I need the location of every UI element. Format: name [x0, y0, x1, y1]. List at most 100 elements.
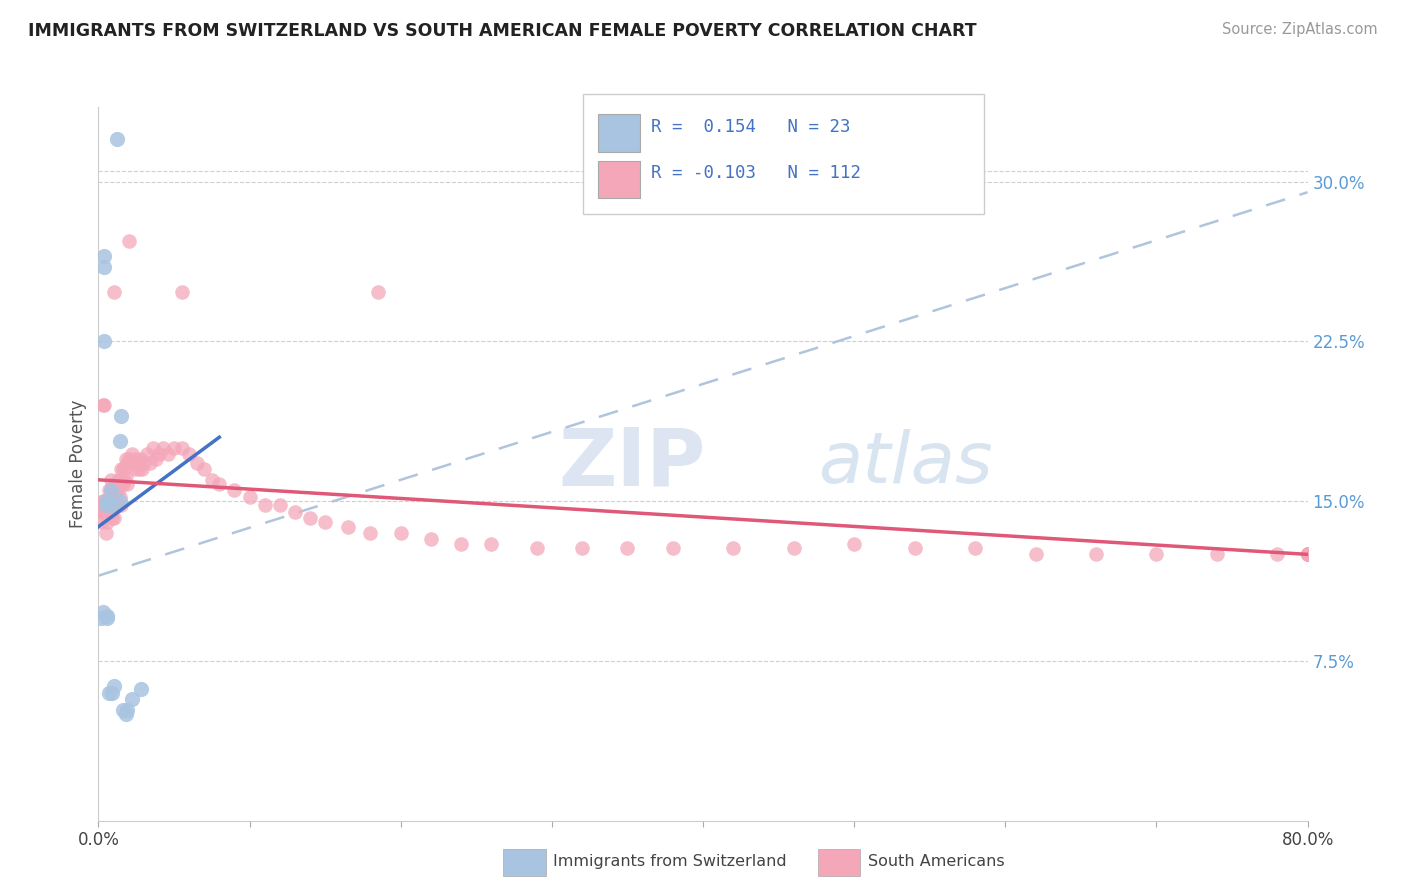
Point: [170, 285, 193, 300]
Point: [91, 499, 114, 513]
Point: [139, 456, 162, 470]
Point: [104, 483, 127, 498]
Point: [481, 537, 503, 551]
Point: [125, 451, 148, 466]
Y-axis label: Female Poverty: Female Poverty: [69, 400, 87, 528]
Point: [110, 462, 132, 476]
Point: [163, 441, 186, 455]
Point: [128, 462, 150, 476]
Point: [1144, 547, 1167, 561]
Point: [193, 462, 215, 476]
Point: [156, 447, 179, 461]
Point: [100, 494, 122, 508]
Point: [224, 483, 246, 498]
Point: [299, 511, 322, 525]
Point: [94, 494, 117, 508]
Point: [98, 499, 121, 513]
Point: [96, 609, 118, 624]
Point: [90, 505, 112, 519]
Point: [103, 477, 125, 491]
Point: [1296, 547, 1319, 561]
Point: [94, 499, 117, 513]
Point: [783, 541, 806, 555]
Point: [93, 334, 115, 349]
Text: South Americans: South Americans: [868, 855, 1004, 869]
Text: R = -0.103   N = 112: R = -0.103 N = 112: [651, 164, 860, 182]
Point: [100, 473, 122, 487]
Point: [314, 516, 336, 530]
Point: [120, 456, 142, 470]
Point: [179, 447, 201, 461]
Point: [115, 456, 138, 470]
Point: [420, 533, 443, 547]
Point: [98, 686, 121, 700]
Point: [121, 692, 143, 706]
Point: [450, 537, 472, 551]
Point: [105, 499, 128, 513]
Point: [1267, 547, 1289, 561]
Point: [112, 473, 135, 487]
Point: [129, 451, 152, 466]
Point: [111, 462, 134, 476]
Point: [208, 477, 231, 491]
Point: [142, 441, 165, 455]
Point: [148, 447, 170, 461]
Point: [1024, 547, 1046, 561]
Point: [101, 499, 124, 513]
Point: [132, 456, 155, 470]
Point: [129, 681, 152, 696]
Point: [96, 494, 118, 508]
Text: R =  0.154   N = 23: R = 0.154 N = 23: [651, 118, 851, 136]
Point: [186, 456, 208, 470]
Point: [122, 456, 145, 470]
Point: [239, 490, 262, 504]
Text: IMMIGRANTS FROM SWITZERLAND VS SOUTH AMERICAN FEMALE POVERTY CORRELATION CHART: IMMIGRANTS FROM SWITZERLAND VS SOUTH AME…: [28, 22, 977, 40]
Text: ZIP: ZIP: [558, 425, 706, 503]
Point: [1296, 547, 1319, 561]
Point: [114, 707, 136, 722]
Point: [115, 703, 138, 717]
Point: [107, 473, 129, 487]
Point: [114, 451, 136, 466]
Point: [723, 541, 745, 555]
Text: atlas: atlas: [818, 429, 993, 499]
Point: [93, 249, 115, 263]
Point: [101, 511, 124, 525]
Text: Source: ZipAtlas.com: Source: ZipAtlas.com: [1222, 22, 1378, 37]
Point: [844, 537, 866, 551]
Point: [93, 505, 115, 519]
Point: [105, 132, 128, 146]
Point: [100, 483, 122, 498]
Point: [1296, 547, 1319, 561]
Point: [152, 441, 174, 455]
Point: [1296, 547, 1319, 561]
Point: [91, 398, 114, 412]
Point: [96, 516, 118, 530]
Text: Immigrants from Switzerland: Immigrants from Switzerland: [553, 855, 786, 869]
Point: [104, 499, 127, 513]
Point: [336, 519, 359, 533]
Point: [118, 234, 141, 248]
Point: [94, 505, 117, 519]
Point: [110, 409, 132, 423]
Point: [107, 483, 129, 498]
Point: [111, 477, 134, 491]
Point: [201, 473, 224, 487]
Point: [103, 499, 125, 513]
Point: [108, 494, 131, 508]
Point: [96, 611, 118, 625]
Point: [1206, 547, 1229, 561]
Point: [101, 483, 124, 498]
Point: [90, 611, 112, 625]
Point: [108, 490, 131, 504]
Point: [360, 526, 382, 541]
Point: [904, 541, 927, 555]
Point: [253, 499, 276, 513]
Point: [389, 526, 412, 541]
Point: [1296, 547, 1319, 561]
Point: [100, 483, 122, 498]
Point: [110, 499, 132, 513]
Point: [1296, 547, 1319, 561]
Point: [965, 541, 987, 555]
Point: [108, 434, 131, 449]
